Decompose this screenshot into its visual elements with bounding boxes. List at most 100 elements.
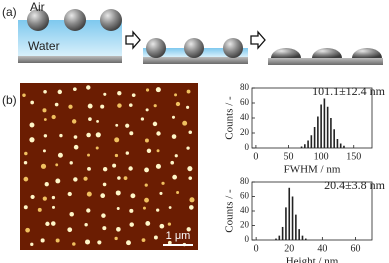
afm-particle: [86, 85, 91, 90]
afm-particle: [114, 137, 120, 143]
afm-particle: [145, 108, 149, 112]
afm-particle: [42, 196, 47, 201]
bar: [339, 143, 342, 148]
afm-particle: [59, 133, 63, 138]
afm-particle: [144, 183, 148, 187]
afm-particle: [23, 205, 28, 210]
afm-particle: [95, 146, 99, 150]
air-label: Air: [30, 0, 45, 14]
y-tick-label: 60: [240, 97, 250, 107]
afm-particle: [167, 240, 172, 245]
bar: [320, 104, 322, 148]
afm-particle: [112, 163, 117, 168]
y-tick-label: 20: [240, 127, 250, 137]
afm-particle: [29, 122, 35, 128]
afm-particle: [129, 208, 134, 213]
y-tick-label: 0: [245, 234, 250, 244]
x-axis-label: Height / nm: [286, 256, 339, 263]
afm-particle: [25, 227, 30, 233]
y-tick-label: 20: [240, 220, 250, 230]
afm-particle: [83, 176, 88, 181]
afm-particle: [40, 163, 47, 169]
afm-particle: [69, 211, 74, 217]
panel-label: (b): [2, 93, 17, 107]
y-tick-label: 80: [240, 82, 250, 92]
afm-particle: [144, 197, 149, 203]
afm-particle: [72, 242, 76, 246]
afm-particle: [189, 197, 195, 203]
afm-particle: [116, 227, 121, 232]
afm-particle: [102, 167, 108, 172]
arrow: [250, 30, 266, 50]
afm-particle: [55, 178, 61, 184]
bar: [281, 226, 284, 240]
afm-particle: [161, 181, 165, 185]
afm-particle: [69, 161, 73, 165]
afm-particle: [57, 89, 63, 95]
afm-particle: [145, 221, 151, 226]
bar: [323, 98, 326, 148]
afm-particle: [102, 182, 107, 187]
afm-particle: [68, 104, 73, 109]
afm-particle: [85, 239, 91, 245]
y-tick-label: 80: [240, 176, 250, 186]
afm-particle: [42, 149, 46, 153]
afm-image: [20, 83, 198, 250]
afm-particle: [67, 191, 72, 197]
afm-particle: [101, 213, 106, 218]
y-tick-label: 60: [240, 191, 250, 201]
particle: [100, 9, 122, 31]
afm-particle: [176, 191, 180, 195]
bar: [278, 235, 281, 240]
afm-particle: [43, 118, 47, 121]
afm-particle: [24, 151, 28, 156]
particle: [146, 38, 166, 58]
bar: [336, 139, 339, 148]
afm-particle: [30, 100, 35, 105]
afm-particle: [152, 121, 158, 127]
afm-particle: [116, 207, 120, 211]
bar: [285, 207, 287, 240]
afm-particle: [67, 227, 73, 233]
afm-particle: [129, 222, 134, 227]
afm-particle: [144, 138, 149, 143]
bar: [298, 229, 300, 240]
afm-particle: [186, 89, 191, 94]
afm-particle: [188, 130, 193, 134]
afm-particle: [71, 119, 77, 124]
annotation: 20.4±3.8 nm: [324, 178, 386, 192]
afm-particle: [55, 238, 60, 243]
afm-particle: [142, 206, 146, 210]
panel-label: (a): [2, 5, 17, 19]
afm-particle: [153, 104, 157, 108]
afm-particle: [186, 227, 191, 232]
afm-particle: [153, 235, 158, 240]
afm-particle: [128, 103, 133, 107]
afm-particle: [174, 154, 178, 158]
particle: [27, 9, 49, 31]
afm-particle: [86, 132, 91, 138]
y-axis-label: Counts / -: [224, 189, 236, 233]
afm-particle: [42, 108, 47, 113]
afm-particle: [156, 131, 161, 136]
particle: [271, 48, 301, 58]
scale-bar-label: 1 μm: [166, 230, 191, 242]
afm-particle: [44, 182, 49, 187]
afm-particle: [30, 242, 34, 246]
afm-particle: [172, 174, 178, 180]
x-tick-label: 0: [253, 151, 258, 162]
bar: [310, 135, 313, 148]
afm-particle: [29, 137, 35, 143]
afm-particle: [186, 146, 190, 150]
afm-particle: [51, 205, 56, 209]
afm-particle: [23, 176, 29, 182]
afm-background: [20, 83, 198, 250]
x-tick-label: 20: [284, 243, 294, 254]
afm-particle: [55, 163, 59, 167]
particle: [312, 48, 342, 58]
y-tick-label: 40: [240, 205, 250, 215]
afm-particle: [117, 91, 122, 96]
afm-particle: [125, 151, 130, 155]
afm-particle: [97, 240, 102, 245]
